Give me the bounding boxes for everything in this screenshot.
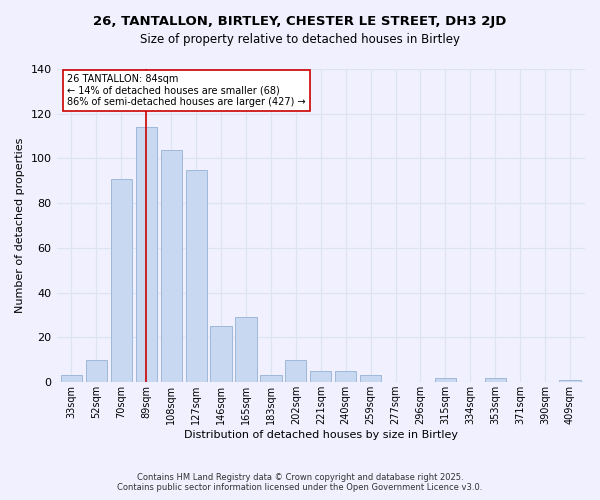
Text: Contains HM Land Registry data © Crown copyright and database right 2025.
Contai: Contains HM Land Registry data © Crown c… <box>118 473 482 492</box>
Bar <box>61 376 82 382</box>
Bar <box>235 318 257 382</box>
Bar <box>485 378 506 382</box>
Text: 26, TANTALLON, BIRTLEY, CHESTER LE STREET, DH3 2JD: 26, TANTALLON, BIRTLEY, CHESTER LE STREE… <box>94 15 506 28</box>
Bar <box>335 371 356 382</box>
Bar <box>185 170 207 382</box>
Text: 26 TANTALLON: 84sqm
← 14% of detached houses are smaller (68)
86% of semi-detach: 26 TANTALLON: 84sqm ← 14% of detached ho… <box>67 74 306 107</box>
Y-axis label: Number of detached properties: Number of detached properties <box>15 138 25 314</box>
Bar <box>559 380 581 382</box>
Bar <box>285 360 307 382</box>
Text: Size of property relative to detached houses in Birtley: Size of property relative to detached ho… <box>140 32 460 46</box>
Bar <box>136 127 157 382</box>
Bar <box>360 376 381 382</box>
Bar <box>211 326 232 382</box>
Bar <box>260 376 281 382</box>
Bar <box>310 371 331 382</box>
Bar <box>86 360 107 382</box>
Bar <box>111 178 132 382</box>
X-axis label: Distribution of detached houses by size in Birtley: Distribution of detached houses by size … <box>184 430 458 440</box>
Bar <box>435 378 456 382</box>
Bar <box>161 150 182 382</box>
